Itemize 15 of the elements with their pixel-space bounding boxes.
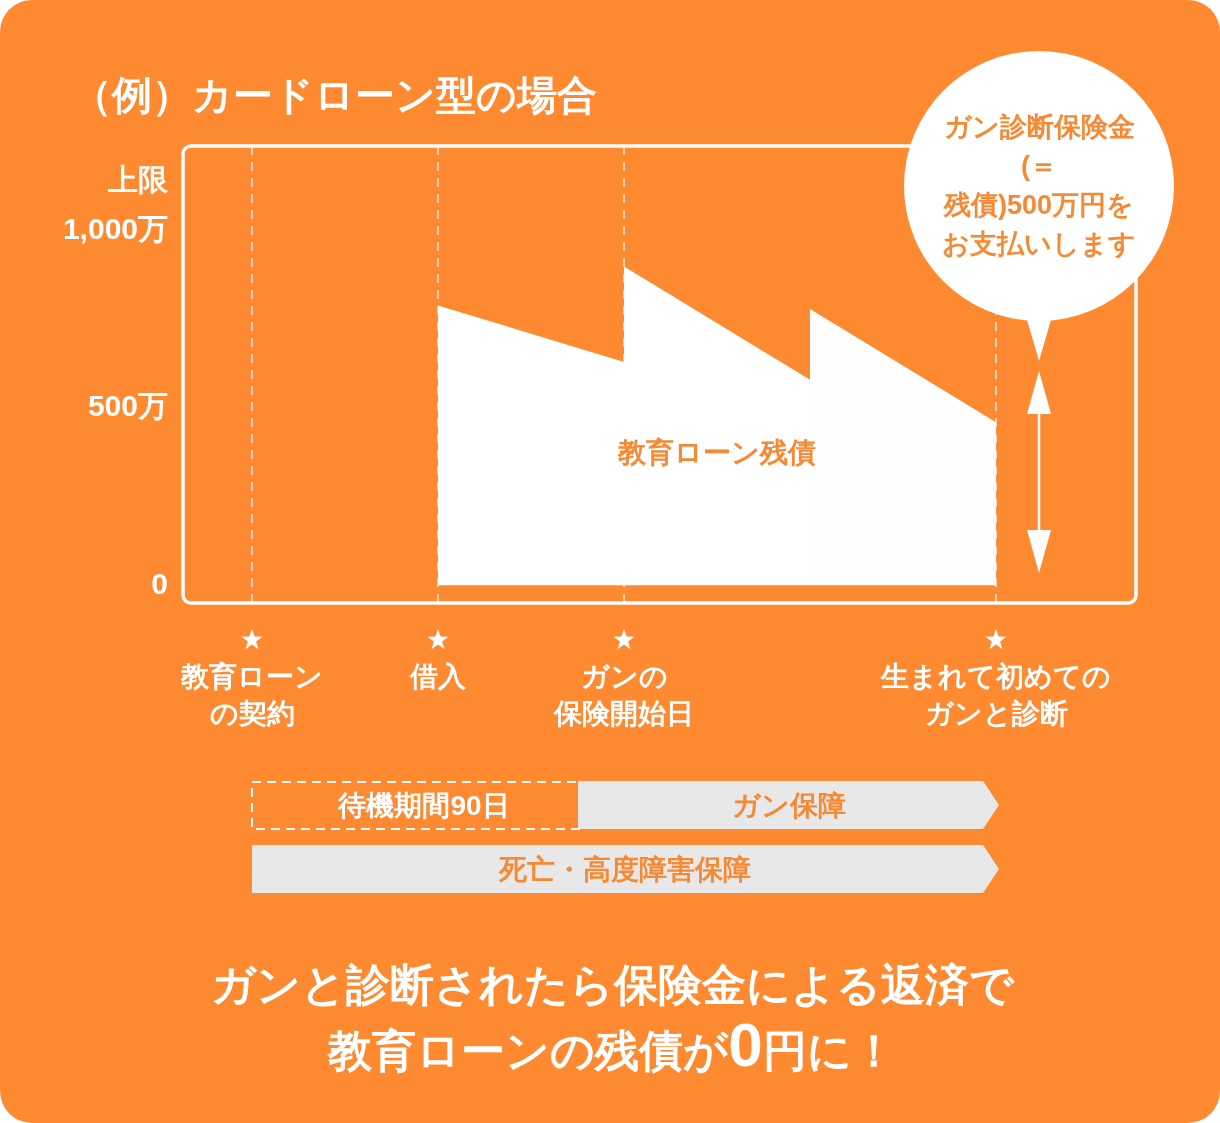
text: 待機期間90日 — [338, 789, 510, 823]
x-tick-label: 借入 — [410, 660, 466, 694]
text: ガンと診断されたら保険金による返済で教育ローンの残債が0円に！ — [209, 959, 1016, 1081]
y-tick-label: 1,000万 — [62, 212, 168, 246]
annotation: ガン診断保険金(＝残債)500万円をお支払いします — [941, 111, 1137, 261]
series-label: 教育ローン残債 — [617, 436, 816, 468]
x-tick-label: 生まれて初めてのガンと診断 — [879, 660, 1112, 731]
text: ガン保障 — [732, 789, 846, 823]
text: 死亡・高度障害保障 — [499, 853, 751, 887]
chart-title: （例）カードローン型の場合 — [72, 72, 597, 119]
y-tick-label: 上限 — [107, 162, 169, 196]
y-tick-label: 500万 — [87, 389, 168, 423]
x-tick-label: 教育ローンの契約 — [179, 660, 324, 731]
y-tick-label: 0 — [151, 566, 168, 600]
x-tick-label: ガンの保険開始日 — [552, 660, 695, 731]
